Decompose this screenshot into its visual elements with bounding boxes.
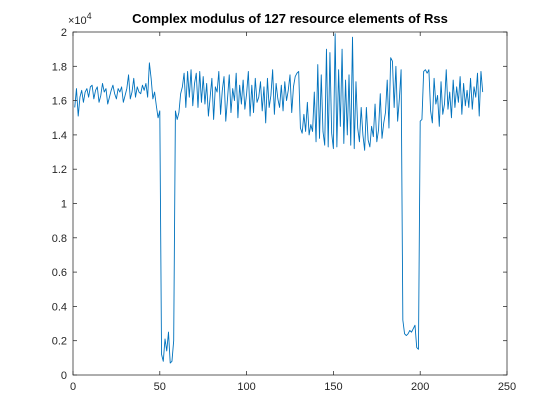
y-tick-label: 1 xyxy=(61,199,67,211)
y-tick-label: 0.4 xyxy=(52,301,67,313)
x-tick-label: 200 xyxy=(411,381,429,393)
y-tick-label: 0.8 xyxy=(52,233,67,245)
y-axis-exponent-base: ×10 xyxy=(68,15,87,27)
chart-title: Complex modulus of 127 resource elements… xyxy=(132,11,448,26)
y-tick-label: 2 xyxy=(61,27,67,39)
y-tick-label: 1.2 xyxy=(52,164,67,176)
y-axis-exponent-power: 4 xyxy=(87,11,92,21)
y-axis-exponent: ×104 xyxy=(68,11,92,27)
series-line-modulus xyxy=(74,33,484,364)
y-tick-label: 1.8 xyxy=(52,61,67,73)
y-tick-label: 0.6 xyxy=(52,267,67,279)
y-tick-label: 1.4 xyxy=(52,130,67,142)
x-tick-label: 50 xyxy=(154,381,166,393)
x-tick-label: 150 xyxy=(324,381,342,393)
y-tick-label: 1.6 xyxy=(52,96,67,108)
axes-box xyxy=(72,31,508,376)
x-tick-label: 0 xyxy=(70,381,76,393)
y-tick-label: 0 xyxy=(61,370,67,382)
x-tick-label: 250 xyxy=(498,381,516,393)
y-tick-label: 0.2 xyxy=(52,336,67,348)
x-tick-label: 100 xyxy=(237,381,255,393)
series-layer xyxy=(74,33,484,364)
